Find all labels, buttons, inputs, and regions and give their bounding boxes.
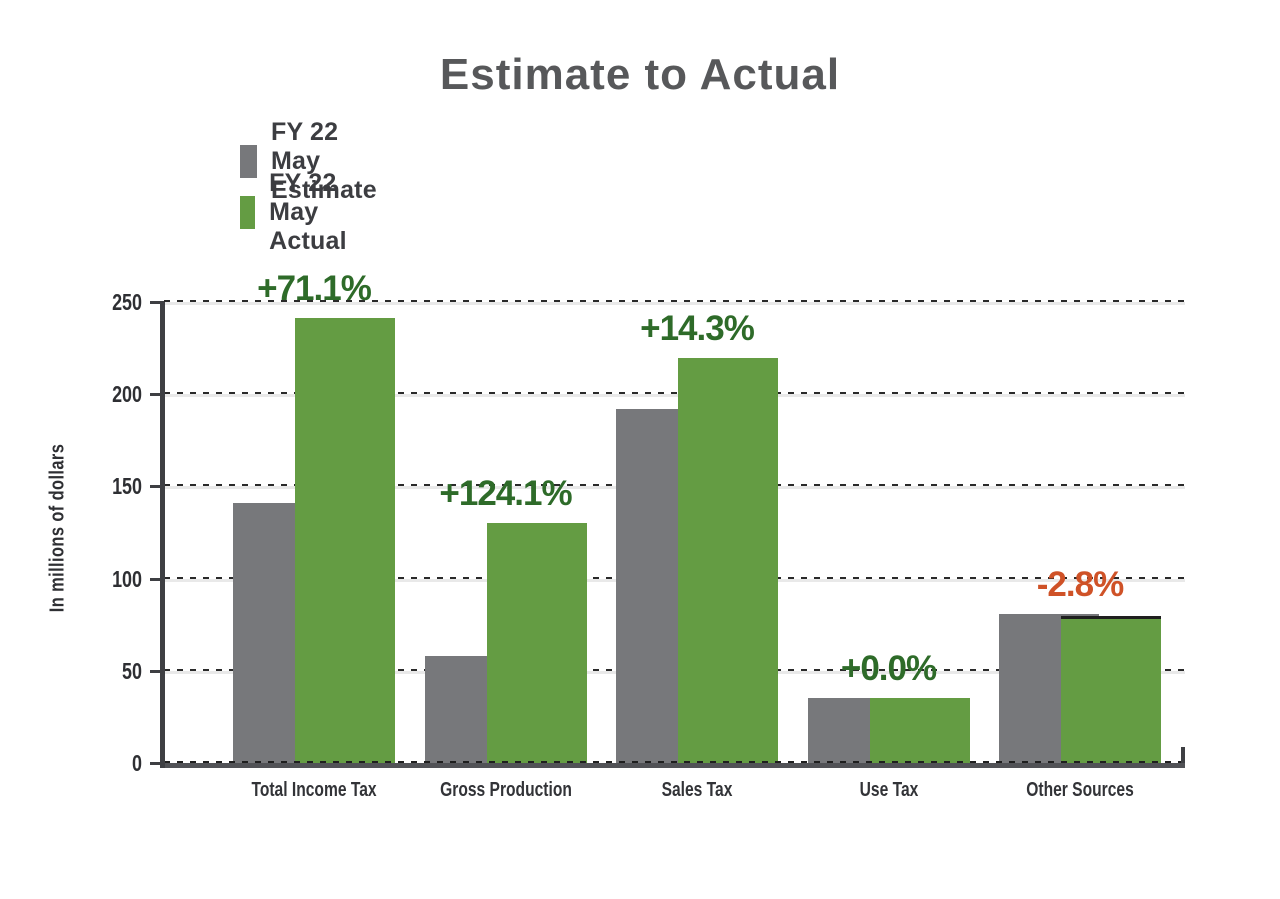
bar-actual-other-sources [1061, 615, 1161, 763]
x-tick-label-gross-production: Gross Production [439, 779, 572, 801]
y-tick-label-50: 50 [122, 657, 142, 684]
y-tick-label-250: 250 [112, 289, 142, 315]
x-axis-baseline [164, 761, 1185, 763]
bar-actual-gross-production [486, 522, 587, 763]
y-tick-label-150: 150 [112, 473, 142, 500]
plot-area [164, 300, 1185, 768]
bar-actual-use-tax [869, 698, 970, 763]
legend-label-actual: FY 22 May Actual [269, 169, 347, 255]
x-tick-label-use-tax: Use Tax [859, 779, 918, 801]
y-tick-mark-100 [150, 577, 164, 581]
annotation-total-income-tax: +71.1% [257, 269, 372, 309]
annotation-use-tax: +0.0% [840, 649, 937, 689]
y-tick-label-0: 0 [132, 750, 142, 776]
actual-swatch-icon [240, 196, 256, 229]
x-tick-label-other-sources: Other Sources [1026, 779, 1134, 801]
x-tick-label-sales-tax: Sales Tax [661, 779, 733, 801]
bar-actual-total-income-tax [295, 318, 395, 763]
x-tick-label-total-income-tax: Total Income Tax [251, 779, 377, 801]
annotation-sales-tax: +14.3% [640, 309, 755, 349]
legend-label-estimate: FY 22 May Estimate [270, 118, 377, 204]
y-tick-mark-0 [150, 762, 164, 765]
y-axis-title: In millions of dollars [46, 443, 69, 613]
chart-title: Estimate to Actual [439, 50, 841, 99]
y-tick-mark-150 [150, 485, 164, 489]
x-axis-band [164, 747, 1185, 768]
bar-actual-sales-tax [678, 358, 778, 763]
gridline-250 [164, 300, 1185, 305]
annotation-other-sources: -2.8% [1036, 565, 1124, 605]
gridline-200 [164, 392, 1185, 398]
y-tick-mark-200 [150, 393, 164, 397]
legend-item-actual: FY 22 May Actual [240, 169, 365, 255]
y-tick-label-100: 100 [112, 565, 142, 592]
x-axis-right-tick [1181, 747, 1185, 763]
legend-item-estimate: FY 22 May Estimate [240, 118, 393, 204]
y-tick-mark-50 [150, 669, 164, 673]
y-tick-label-200: 200 [112, 381, 142, 408]
annotation-gross-production: +124.1% [439, 473, 572, 513]
estimate-swatch-icon [240, 145, 257, 178]
y-tick-mark-250 [150, 301, 164, 304]
y-axis-line [160, 302, 165, 768]
